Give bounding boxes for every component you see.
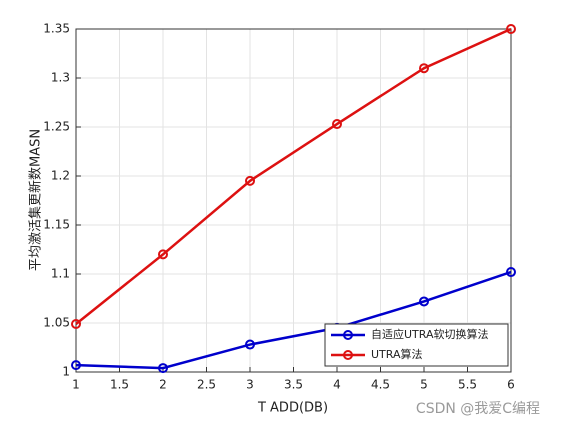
axes-box bbox=[75, 28, 512, 373]
x-tick-label: 5.5 bbox=[458, 378, 477, 392]
data-line bbox=[75, 270, 512, 370]
y-tick-label: 1.05 bbox=[43, 316, 70, 330]
x-tick-label: 2 bbox=[159, 378, 167, 392]
legend-marker bbox=[343, 330, 353, 340]
x-tick-label: 4.5 bbox=[371, 378, 390, 392]
y-tick-label: 1.25 bbox=[43, 120, 70, 134]
data-point bbox=[245, 339, 255, 350]
legend-label: 自适应UTRA软切换算法 bbox=[371, 327, 489, 341]
x-tick-label: 3.5 bbox=[284, 378, 303, 392]
x-tick-label: 3 bbox=[246, 378, 254, 392]
y-axis-label: 平均激活集更新数MASN bbox=[28, 129, 44, 271]
data-point bbox=[419, 63, 429, 74]
x-axis-label: T ADD(DB) bbox=[257, 401, 328, 416]
x-tick-label: 4 bbox=[333, 378, 341, 392]
data-point bbox=[419, 296, 429, 307]
data-point bbox=[506, 267, 516, 278]
legend-label: UTRA算法 bbox=[371, 347, 423, 361]
data-point bbox=[71, 360, 81, 371]
x-tick-label: 1.5 bbox=[110, 378, 129, 392]
x-tick-label: 2.5 bbox=[197, 378, 216, 392]
y-tick-label: 1.3 bbox=[51, 71, 70, 85]
x-tick-label: 1 bbox=[72, 378, 80, 392]
legend-box bbox=[324, 323, 509, 367]
data-point bbox=[506, 24, 516, 34]
data-point bbox=[158, 363, 168, 374]
data-point bbox=[158, 249, 168, 260]
legend-marker bbox=[343, 350, 353, 360]
y-tick-label: 1.15 bbox=[43, 218, 70, 232]
y-tick-label: 1.35 bbox=[43, 22, 70, 36]
data-line bbox=[75, 27, 512, 325]
watermark: CSDN @我爱C编程 bbox=[416, 401, 540, 417]
y-tick-label: 1.2 bbox=[51, 169, 70, 183]
x-tick-label: 5 bbox=[420, 378, 428, 392]
y-tick-label: 1.1 bbox=[51, 267, 70, 281]
data-point bbox=[71, 318, 81, 329]
data-point bbox=[245, 175, 255, 186]
x-tick-label: 6 bbox=[507, 378, 515, 392]
data-point bbox=[332, 119, 342, 130]
y-tick-label: 1 bbox=[62, 365, 70, 379]
